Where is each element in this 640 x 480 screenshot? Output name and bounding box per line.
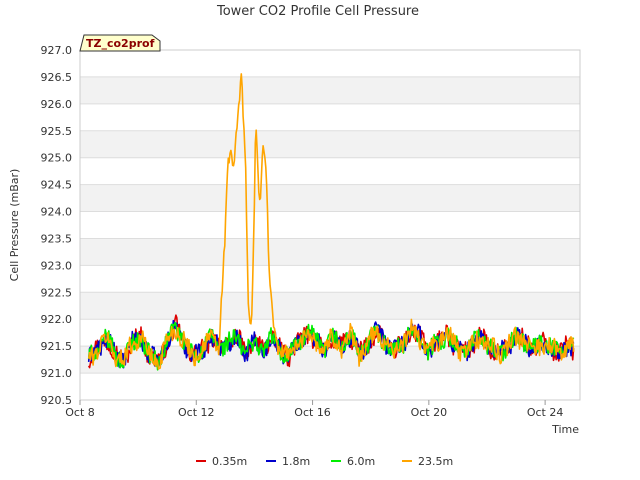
legend-label: 23.5m [418,455,453,468]
y-tick-label: 927.0 [41,44,73,57]
x-tick-label: Oct 16 [294,406,331,419]
y-tick-label: 923.5 [41,232,73,245]
y-axis-ticks: 920.5 921.0 921.5 922.0 922.5 923.0 923.5 924.0… [41,44,73,407]
y-tick-label: 925.0 [41,152,73,165]
y-tick-label: 926.0 [41,98,73,111]
station-badge: TZ_co2prof [79,34,161,52]
y-tick-label: 923.0 [41,259,73,272]
plot-band [80,76,580,104]
legend: 0.35m 1.8m 6.0m 23.5m [196,455,453,468]
y-axis-label: Cell Pressure (mBar) [8,169,21,282]
series-layer [87,73,575,371]
y-tick-label: 926.5 [41,71,73,84]
plot-band [80,238,580,266]
y-tick-label: 924.0 [41,206,73,219]
y-tick-label: 921.0 [41,367,73,380]
x-axis-label: Time [551,423,579,436]
y-tick-label: 921.5 [41,340,73,353]
badge-label: TZ_co2prof [86,37,155,50]
y-tick-label: 922.0 [41,313,73,326]
legend-label: 6.0m [347,455,375,468]
x-tick-label: Oct 8 [65,406,95,419]
x-axis-ticks: Oct 8 Oct 12 Oct 16 Oct 20 Oct 24 [65,400,563,419]
legend-label: 1.8m [282,455,310,468]
legend-label: 0.35m [212,455,247,468]
x-tick-label: Oct 12 [178,406,215,419]
y-tick-label: 920.5 [41,394,73,407]
plot-band [80,130,580,158]
badge-tab-shape [79,34,161,52]
series-line-23.5m [87,73,575,370]
plot-band [80,292,580,320]
y-tick-label: 925.5 [41,125,73,138]
chart-title: Tower CO2 Profile Cell Pressure [216,4,419,19]
x-tick-label: Oct 24 [527,406,564,419]
plot-frame [79,49,581,401]
y-tick-label: 924.5 [41,179,73,192]
y-tick-label: 922.5 [41,286,73,299]
x-tick-label: Oct 20 [411,406,448,419]
plot-band [80,184,580,212]
